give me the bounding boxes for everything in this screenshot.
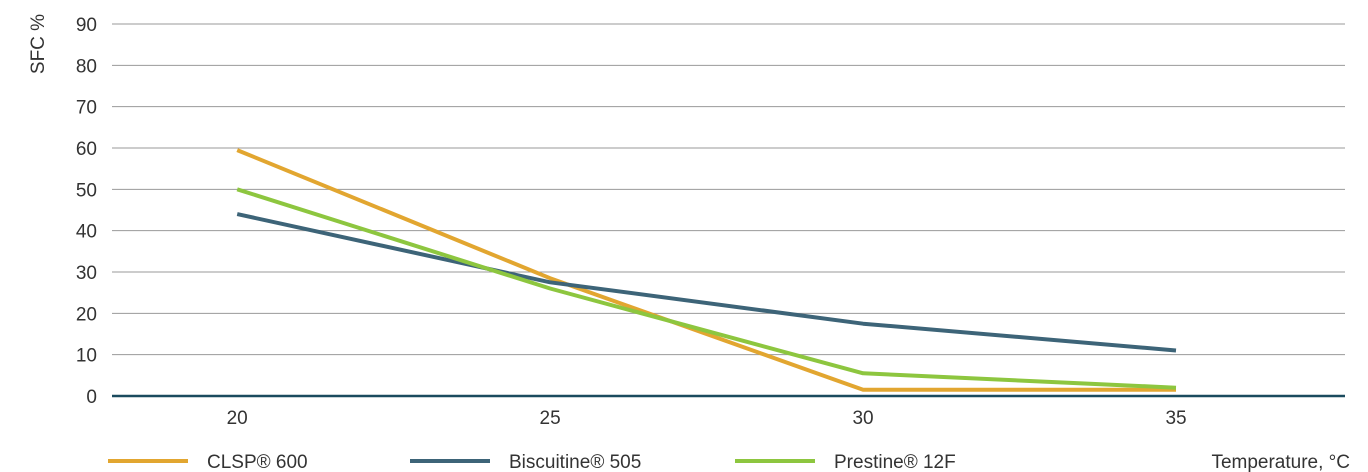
y-axis-title: SFC % xyxy=(28,14,49,74)
x-tick-label-25: 25 xyxy=(540,408,561,429)
series-line-3 xyxy=(236,187,1177,390)
series-line-1 xyxy=(236,148,1176,392)
legend-label-2: Biscuitine® 505 xyxy=(509,452,641,472)
y-tick-label-60: 60 xyxy=(76,139,97,160)
x-tick-label-30: 30 xyxy=(852,408,873,429)
y-tick-label-90: 90 xyxy=(76,15,97,36)
legend-label-3: Prestine® 12F xyxy=(834,452,956,472)
y-tick-label-0: 0 xyxy=(86,387,97,408)
x-tick-label-20: 20 xyxy=(227,408,248,429)
y-tick-label-70: 70 xyxy=(76,98,97,119)
y-tick-label-20: 20 xyxy=(76,304,97,325)
x-tick-label-35: 35 xyxy=(1165,408,1186,429)
y-tick-label-10: 10 xyxy=(76,346,97,367)
series-line-2 xyxy=(236,212,1177,353)
x-axis-tick-labels: 20 25 30 35 xyxy=(227,408,1187,429)
y-tick-label-80: 80 xyxy=(76,56,97,77)
x-axis-title: Temperature, °C xyxy=(1211,452,1350,472)
y-tick-label-40: 40 xyxy=(76,222,97,243)
y-axis-tick-labels: 0 10 20 30 40 50 60 70 80 90 xyxy=(76,15,97,408)
y-tick-label-50: 50 xyxy=(76,180,97,201)
series-lines xyxy=(236,148,1177,392)
y-tick-label-30: 30 xyxy=(76,263,97,284)
legend: CLSP® 600 Biscuitine® 505 Prestine® 12F xyxy=(108,452,956,472)
legend-label-1: CLSP® 600 xyxy=(207,452,308,472)
